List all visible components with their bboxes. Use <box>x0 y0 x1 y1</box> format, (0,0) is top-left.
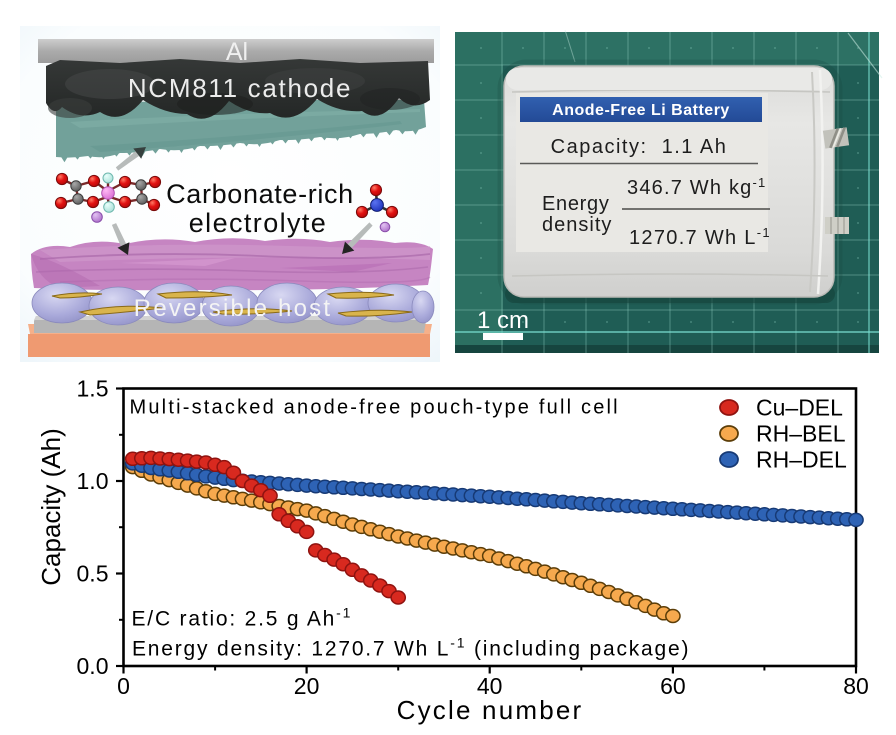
svg-text:NCM811 cathode: NCM811 cathode <box>128 73 352 103</box>
svg-text:20: 20 <box>294 673 320 699</box>
svg-text:80: 80 <box>843 673 869 699</box>
svg-text:1.0: 1.0 <box>77 468 109 494</box>
svg-text:RH–DEL: RH–DEL <box>756 447 847 473</box>
svg-text:1270.7 Wh L-1: 1270.7 Wh L-1 <box>629 225 771 249</box>
svg-text:electrolyte: electrolyte <box>189 208 327 238</box>
svg-text:Energy: Energy <box>542 193 610 215</box>
svg-text:Anode-Free Li Battery: Anode-Free Li Battery <box>552 102 730 119</box>
svg-text:346.7 Wh kg-1: 346.7 Wh kg-1 <box>627 175 766 199</box>
svg-text:0.5: 0.5 <box>77 561 109 587</box>
svg-text:0.0: 0.0 <box>77 653 109 679</box>
svg-text:Multi-stacked anode-free pouch: Multi-stacked anode-free pouch-type full… <box>130 397 620 419</box>
svg-text:1.5: 1.5 <box>77 376 109 402</box>
svg-text:Al: Al <box>226 38 248 66</box>
svg-text:Cycle number: Cycle number <box>397 695 584 725</box>
svg-text:0: 0 <box>117 673 130 699</box>
svg-text:Capacity (Ah): Capacity (Ah) <box>36 428 66 586</box>
svg-text:Reversible host: Reversible host <box>134 295 332 322</box>
svg-text:Cu–DEL: Cu–DEL <box>756 395 843 421</box>
svg-text:60: 60 <box>660 673 686 699</box>
svg-text:40: 40 <box>477 673 503 699</box>
svg-text:Capacity: 1.1 Ah: Capacity: 1.1 Ah <box>551 136 728 158</box>
svg-text:Energy density: 1270.7 Wh L-1: Energy density: 1270.7 Wh L-1 (including… <box>132 635 690 661</box>
svg-text:E/C ratio: 2.5 g Ah-1: E/C ratio: 2.5 g Ah-1 <box>132 605 353 631</box>
svg-text:1 cm: 1 cm <box>477 307 529 334</box>
svg-text:density: density <box>542 214 612 236</box>
svg-text:Carbonate-rich: Carbonate-rich <box>166 179 354 209</box>
svg-text:RH–BEL: RH–BEL <box>756 421 846 447</box>
